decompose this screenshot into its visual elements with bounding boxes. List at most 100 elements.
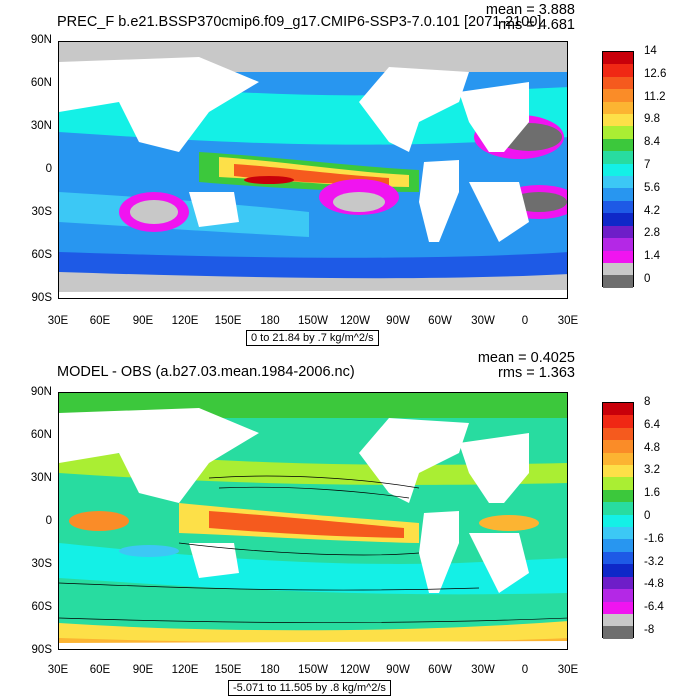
colorbar-swatch [603,64,633,77]
colorbar-swatch [603,589,633,602]
y-tick-label: 30S [31,206,52,218]
colorbar-label: 8 [644,396,651,408]
top-panel: PREC_F b.e21.BSSP370cmip6.f09_g17.CMIP6-… [30,2,666,346]
colorbar-label: -4.8 [644,578,664,591]
colorbar-swatch [603,114,633,127]
x-tick-label: 180 [260,664,280,676]
x-tick-label: 90E [132,664,154,676]
x-tick-label: 150W [297,315,329,327]
colorbar-label: 0 [644,510,651,522]
colorbar-swatch [603,138,633,152]
colorbar-swatch [603,539,633,552]
y-tick-label: 60N [30,77,52,89]
colorbar-swatch [603,89,633,102]
precip-map [58,41,568,299]
x-tick-label: 30E [47,664,69,676]
colorbar-swatch [603,213,633,226]
colorbar-label: -8 [644,624,655,636]
colorbar-swatch [603,262,633,276]
colorbar-swatch [603,440,633,453]
x-tick-label: 60W [428,664,452,676]
colorbar-swatch [603,238,633,251]
x-tick-label: 60W [428,315,452,327]
y-tick-label: 60N [30,429,52,441]
colorbar-swatch [603,415,633,428]
colorbar-swatch [603,489,633,503]
x-tick-label: 30E [47,315,69,327]
contour-range-label: -5.071 to 11.505 by .8 kg/m^2/s [228,680,391,696]
colorbar [602,51,634,288]
colorbar-label: 5.6 [644,181,660,194]
x-tick-label: 60E [89,315,111,327]
colorbar-label: 3.2 [644,464,660,477]
x-tick-label: 0 [521,664,529,676]
y-tick-label: 60S [31,249,52,261]
colorbar-swatch [603,275,633,288]
colorbar-label: -6.4 [644,601,664,614]
colorbar-swatch [603,151,633,164]
colorbar-swatch [603,551,633,565]
x-tick-label: 30W [471,315,495,327]
y-tick-label: 30N [30,472,52,484]
mean-stat: mean = 0.4025 [477,350,575,366]
y-tick-label: 0 [45,515,52,527]
colorbar-label: 8.4 [644,136,660,149]
x-tick-label: 120E [171,664,199,676]
x-tick-label: 90E [132,315,154,327]
colorbar-label: 7 [644,159,651,171]
colorbar-swatch [603,427,633,441]
y-tick-label: 60S [31,601,52,613]
x-tick-label: 120W [339,315,371,327]
x-tick-label: 60E [89,664,111,676]
colorbar-swatch [603,514,633,528]
map-title: MODEL - OBS (a.b27.03.mean.1984-2006.nc) [57,364,355,380]
x-tick-label: 150W [297,664,329,676]
colorbar-label: 2.8 [644,227,660,240]
colorbar-swatch [603,465,633,478]
rms-stat: rms = 4.681 [498,17,575,33]
colorbar-label: -3.2 [644,555,664,568]
colorbar-swatch [603,613,633,627]
colorbar-swatch [603,200,633,214]
mean-stat: mean = 3.888 [485,2,575,18]
colorbar-swatch [603,502,633,515]
bottom-panel: MODEL - OBS (a.b27.03.mean.1984-2006.nc)… [0,350,700,700]
x-tick-label: 90W [386,664,410,676]
x-tick-label: 150E [214,315,242,327]
colorbar-label: 1.4 [644,250,660,263]
colorbar-swatch [603,527,633,540]
colorbar-label: 9.8 [644,113,660,126]
colorbar-swatch [603,52,633,65]
x-tick-label: 150E [214,664,242,676]
y-tick-label: 0 [45,163,52,175]
colorbar-swatch [603,250,633,263]
colorbar-label: 4.8 [644,441,660,454]
map-title: PREC_F b.e21.BSSP370cmip6.f09_g17.CMIP6-… [57,14,542,30]
colorbar-swatch [603,76,633,90]
colorbar-label: 14 [644,45,657,57]
difference-map [58,392,568,650]
y-tick-label: 90S [31,644,52,656]
colorbar-swatch [603,564,633,577]
y-tick-label: 30N [30,120,52,132]
x-tick-label: 0 [521,315,529,327]
x-tick-label: 90W [386,315,410,327]
colorbar-swatch [603,126,633,139]
colorbar-label: 6.4 [644,418,660,431]
y-tick-label: 90S [31,292,52,304]
y-tick-label: 90N [30,34,52,46]
colorbar-swatch [603,101,633,115]
colorbar [602,402,634,639]
x-tick-label: 120W [339,664,371,676]
x-tick-label: 120E [171,315,199,327]
y-tick-label: 30S [31,558,52,570]
x-tick-label: 30E [557,315,579,327]
colorbar-label: 1.6 [644,487,660,500]
colorbar-label: 4.2 [644,204,660,217]
colorbar-swatch [603,188,633,201]
colorbar-swatch [603,626,633,639]
y-tick-label: 90N [30,386,52,398]
colorbar-swatch [603,477,633,490]
rms-stat: rms = 1.363 [498,365,575,381]
colorbar-swatch [603,601,633,614]
